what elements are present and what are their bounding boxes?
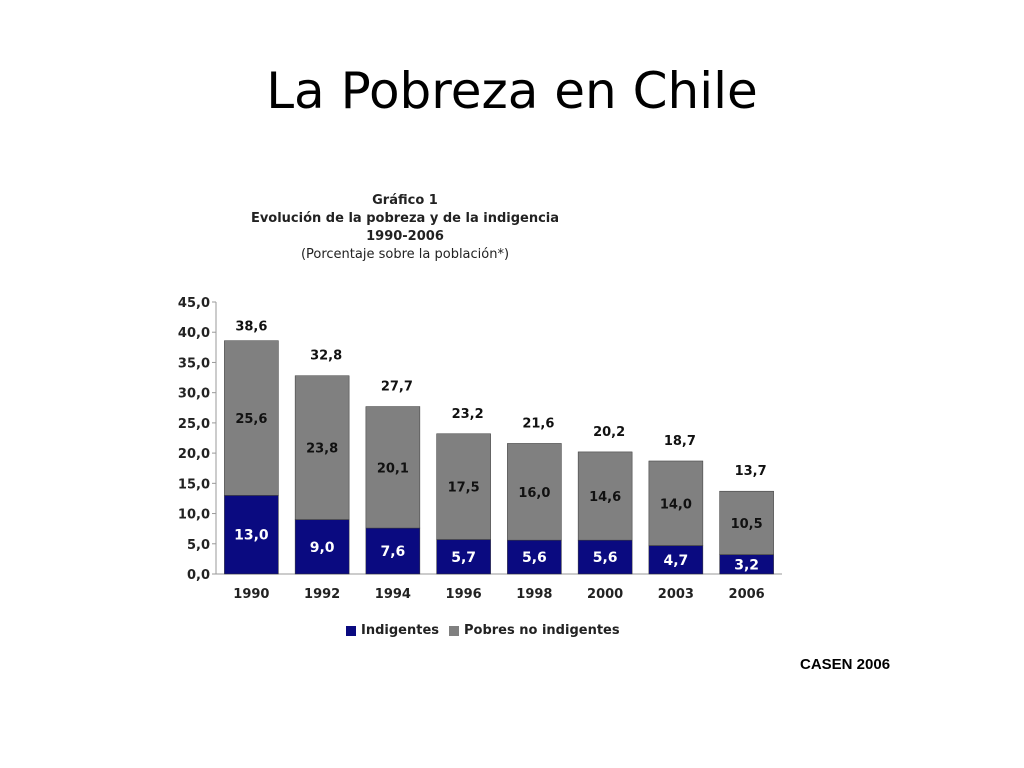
data-label-total: 21,6 bbox=[522, 416, 554, 431]
slide-title: La Pobreza en Chile bbox=[266, 62, 758, 120]
data-label-indigentes: 5,6 bbox=[593, 550, 618, 566]
legend-label-pobres: Pobres no indigentes bbox=[464, 623, 620, 638]
bar-pobres-no-indigentes bbox=[577, 451, 633, 541]
data-label-pobres: 16,0 bbox=[518, 486, 550, 501]
data-label-pobres: 14,6 bbox=[589, 490, 621, 505]
x-tick-label: 2000 bbox=[587, 587, 623, 602]
bar-pobres-no-indigentes bbox=[507, 443, 562, 541]
y-tick-label: 30,0 bbox=[178, 387, 210, 402]
bar-indigentes bbox=[365, 527, 421, 575]
data-label-indigentes: 7,6 bbox=[380, 544, 405, 560]
y-tick-label: 15,0 bbox=[178, 477, 210, 492]
y-tick-label: 40,0 bbox=[178, 326, 210, 341]
data-label-total: 13,7 bbox=[735, 464, 767, 479]
bar-pobres-no-indigentes bbox=[365, 406, 421, 529]
data-label-pobres: 14,0 bbox=[660, 497, 692, 512]
bar-pobres-no-indigentes bbox=[224, 340, 279, 496]
y-tick-label: 20,0 bbox=[178, 447, 210, 462]
source-note: CASEN 2006 bbox=[800, 656, 891, 673]
data-label-total: 18,7 bbox=[664, 434, 696, 449]
data-label-indigentes: 3,2 bbox=[734, 557, 759, 573]
data-label-indigentes: 5,6 bbox=[522, 550, 547, 566]
data-label-total: 20,2 bbox=[593, 425, 625, 440]
legend-item-indigentes: Indigentes bbox=[346, 623, 439, 638]
data-label-indigentes: 13,0 bbox=[234, 528, 269, 544]
y-tick-label: 25,0 bbox=[178, 417, 210, 432]
chart-legend: Indigentes Pobres no indigentes bbox=[346, 623, 630, 638]
y-tick-label: 5,0 bbox=[187, 538, 210, 553]
bar-pobres-no-indigentes bbox=[294, 375, 350, 520]
bar-indigentes bbox=[436, 539, 491, 575]
data-label-pobres: 17,5 bbox=[448, 481, 480, 496]
chart-heading: Gráfico 1 Evolución de la pobreza y de l… bbox=[230, 192, 580, 264]
legend-label-indigentes: Indigentes bbox=[361, 623, 439, 638]
x-tick-label: 1992 bbox=[304, 587, 340, 602]
data-label-indigentes: 4,7 bbox=[663, 553, 688, 569]
y-tick-label: 35,0 bbox=[178, 356, 210, 371]
data-label-total: 32,8 bbox=[310, 349, 342, 364]
bar-indigentes bbox=[224, 495, 279, 575]
stacked-bar-chart: 0,0 5,0 10,0 15,0 20,0 25,0 30,0 35,0 40,0 45,0 13… bbox=[178, 296, 782, 602]
x-tick-label: 1990 bbox=[233, 587, 269, 602]
bar-indigentes bbox=[577, 539, 633, 575]
bar-pobres-no-indigentes bbox=[719, 490, 774, 555]
data-label-pobres: 20,1 bbox=[377, 461, 409, 476]
y-tick-label: 10,0 bbox=[178, 508, 210, 523]
x-tick-label: 1998 bbox=[516, 587, 552, 602]
bar-pobres-no-indigentes bbox=[648, 460, 704, 546]
x-tick-label: 1996 bbox=[446, 587, 482, 602]
data-label-pobres: 10,5 bbox=[731, 517, 763, 532]
data-label-indigentes: 9,0 bbox=[310, 540, 335, 556]
chart-period: 1990-2006 bbox=[366, 229, 444, 244]
x-tick-label: 2006 bbox=[729, 587, 765, 602]
bar-pobres-no-indigentes bbox=[436, 433, 491, 540]
x-tick-label: 1994 bbox=[375, 587, 411, 602]
data-label-total: 38,6 bbox=[235, 320, 267, 335]
y-tick-label: 0,0 bbox=[187, 568, 210, 583]
legend-swatch-indigentes bbox=[346, 625, 356, 636]
bar-indigentes bbox=[648, 545, 704, 575]
y-tick-label: 45,0 bbox=[178, 296, 210, 311]
data-label-total: 23,2 bbox=[452, 407, 484, 422]
x-tick-label: 2003 bbox=[658, 587, 694, 602]
data-label-pobres: 25,6 bbox=[235, 412, 267, 427]
chart-subtitle: (Porcentaje sobre la población*) bbox=[300, 247, 510, 262]
chart-number: Gráfico 1 bbox=[372, 193, 438, 208]
chart-title: Evolución de la pobreza y de la indigenc… bbox=[250, 211, 560, 226]
data-label-pobres: 23,8 bbox=[306, 442, 338, 457]
legend-item-pobres: Pobres no indigentes bbox=[449, 623, 620, 638]
data-label-indigentes: 5,7 bbox=[451, 550, 476, 566]
data-label-total: 27,7 bbox=[381, 380, 413, 395]
legend-swatch-pobres bbox=[449, 625, 459, 636]
